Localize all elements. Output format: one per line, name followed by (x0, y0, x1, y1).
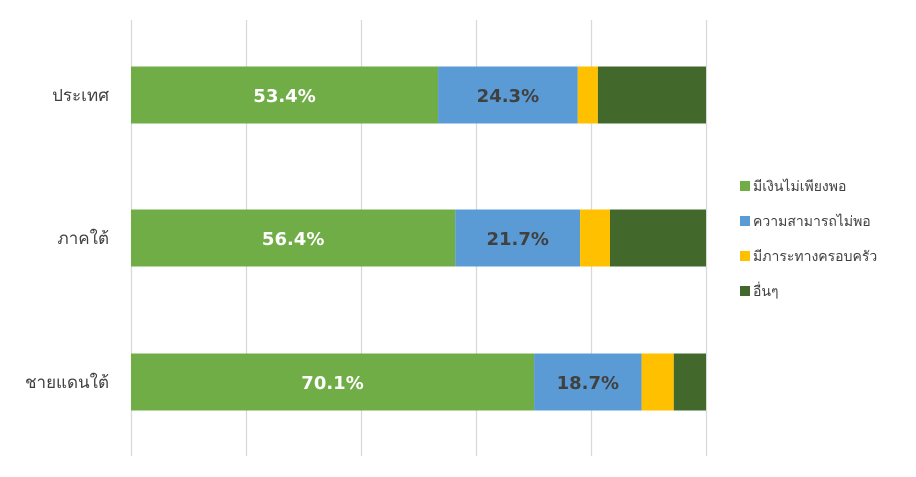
data-label: 24.3% (477, 86, 539, 107)
data-label: 21.7% (486, 229, 548, 250)
category-label: ภาคใต้ (58, 228, 109, 249)
legend-label: ความสามารถไม่พอ (753, 213, 871, 230)
bar-segment (641, 353, 674, 411)
legend-label: มีเงินไม่เพียงพอ (753, 178, 846, 195)
bar-segment (438, 66, 578, 124)
legend-swatch (740, 216, 750, 226)
bar-segment (534, 353, 642, 411)
bar-segment (131, 353, 535, 411)
category-label: ประเทศ (52, 86, 109, 106)
category-label: ชายแดนใต้ (25, 372, 109, 393)
bar-segment (609, 209, 706, 267)
legend-swatch (740, 286, 750, 296)
legend-swatch (740, 251, 750, 261)
data-label: 70.1% (301, 373, 363, 394)
legend-label: อื่นๆ (753, 282, 779, 300)
data-label: 56.4% (262, 229, 324, 250)
data-label: 53.4% (253, 86, 315, 107)
bar-segment (455, 209, 581, 267)
data-label: 18.7% (557, 373, 619, 394)
bar-segment (577, 66, 598, 124)
bars: 53.4% 24.3% 56.4% 21.7% 70.1% 18.7% (131, 66, 706, 411)
bar-segment (597, 66, 706, 124)
bar-segment (131, 209, 456, 267)
legend: มีเงินไม่เพียงพอความสามารถไม่พอมีภาระทาง… (740, 178, 877, 300)
bar-segment (673, 353, 706, 411)
legend-swatch (740, 181, 750, 191)
bar-segment (580, 209, 610, 267)
bar-segment (131, 66, 439, 124)
legend-label: มีภาระทางครอบครัว (753, 249, 877, 265)
